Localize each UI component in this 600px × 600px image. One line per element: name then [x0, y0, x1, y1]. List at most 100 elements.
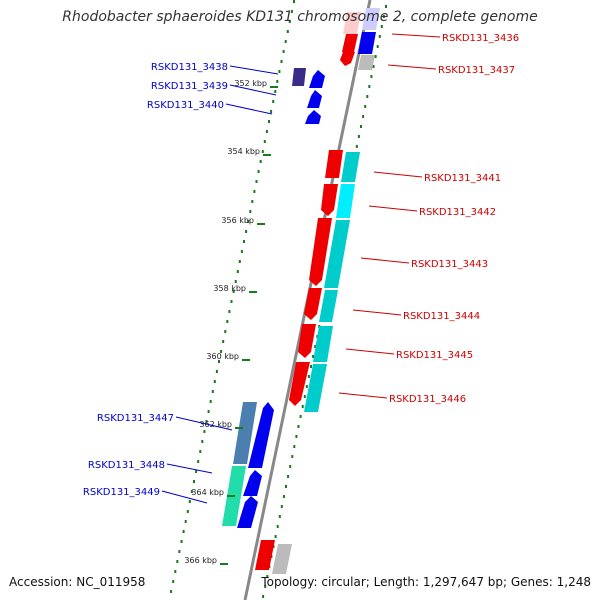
track-dot: [218, 360, 220, 363]
track-dot: [362, 115, 365, 118]
gene-3445-block: [313, 326, 333, 362]
track-dot: [203, 430, 206, 433]
right-gene-label: RSKD131_3437: [438, 65, 515, 76]
right-gene-label: RSKD131_3443: [411, 259, 488, 270]
right-gene-leader: [391, 33, 441, 38]
track-dot: [299, 415, 302, 418]
track-dot: [186, 510, 189, 513]
track-dot: [289, 465, 292, 468]
track-dot: [180, 540, 183, 543]
track-dot: [249, 210, 252, 213]
track-dot: [264, 585, 267, 588]
track-dot: [247, 220, 250, 223]
track-dot: [282, 50, 285, 53]
track-dot: [215, 370, 218, 373]
track-dot: [295, 435, 298, 438]
track-dot: [278, 70, 281, 73]
gene-3442-block: [336, 184, 355, 218]
gene-3445-arrow: [298, 324, 316, 358]
track-dot: [265, 130, 268, 133]
track-dot: [255, 180, 258, 183]
gene-3446-block: [304, 364, 327, 412]
track-dot: [303, 395, 306, 398]
gene-blue-top-block: [358, 32, 376, 54]
track-dot: [245, 230, 248, 233]
track-dot: [266, 575, 269, 578]
track-dot: [293, 445, 296, 448]
track-dot: [207, 410, 210, 413]
track-dot: [236, 270, 239, 273]
right-gene-label: RSKD131_3441: [424, 173, 501, 184]
right-gene-leader: [345, 348, 395, 355]
track-dot: [193, 480, 195, 483]
track-dot: [259, 160, 262, 163]
track-dot: [274, 90, 277, 93]
gene-3446-arrow: [289, 362, 310, 406]
gene-3444-block: [319, 290, 338, 322]
track-dot: [238, 260, 241, 263]
gene-block-faded-red: [343, 12, 361, 34]
track-dot: [284, 40, 287, 43]
left-gene-leader: [225, 103, 273, 115]
track-dot: [293, 0, 295, 3]
track-dot: [355, 145, 358, 148]
track-dot: [268, 120, 270, 123]
track-dot: [209, 400, 212, 403]
gene-3443-block: [324, 220, 350, 288]
left-gene-label: RSKD131_3448: [88, 460, 165, 471]
right-gene-labels: RSKD131_3436 RSKD131_3437 RSKD131_3441 RSKD…: [338, 33, 519, 405]
track-dot: [240, 250, 243, 253]
gene-3447-block: [233, 402, 257, 464]
right-gene-leader: [360, 257, 410, 264]
track-dot: [224, 330, 227, 333]
right-gene-label: RSKD131_3442: [419, 207, 496, 218]
track-dot: [270, 110, 273, 113]
track-dot: [276, 80, 279, 83]
kbp-tick-label: 362 kbp: [199, 420, 232, 429]
gene-bottom-red-block: [255, 540, 275, 570]
gene-block-faded-blue: [362, 8, 380, 30]
track-dot: [276, 525, 279, 528]
track-dot: [374, 55, 377, 58]
track-dot: [382, 15, 385, 18]
track-dot: [243, 240, 245, 243]
right-gene-label: RSKD131_3436: [442, 33, 519, 44]
right-gene-label: RSKD131_3446: [389, 394, 466, 405]
left-gene-labels: RSKD131_3438 RSKD131_3439 RSKD131_3440 RSKD…: [83, 62, 279, 504]
left-gene-leader: [166, 463, 213, 474]
track-dot: [280, 60, 283, 63]
gene-3447-arrow: [248, 402, 274, 468]
track-dot: [378, 35, 381, 38]
right-gene-leader: [387, 64, 437, 70]
gene-3438-block: [292, 68, 306, 86]
map-title: Rhodobacter sphaeroides KD131 chromosome…: [62, 9, 538, 25]
track-dot: [364, 105, 367, 108]
track-dot: [278, 515, 281, 518]
gene-blocks: [222, 8, 380, 574]
right-gene-label: RSKD131_3444: [403, 311, 480, 322]
right-gene-leader: [368, 205, 418, 212]
gene-3441-arrow: [325, 150, 343, 178]
track-dot: [195, 470, 198, 473]
gene-3436-arrow: [342, 34, 358, 52]
track-dot: [312, 355, 315, 358]
left-gene-leader: [175, 416, 233, 431]
track-dot: [226, 320, 229, 323]
track-dot: [197, 460, 200, 463]
track-dot: [307, 375, 310, 378]
right-gene-leader: [338, 392, 388, 399]
gene-3440-arrow: [305, 110, 321, 124]
gene-3438-arrow: [309, 70, 325, 88]
track-dot: [280, 505, 283, 508]
kbp-tick-label: 358 kbp: [213, 284, 246, 293]
left-gene-leader: [161, 490, 208, 504]
track-dot: [222, 340, 225, 343]
track-dot: [385, 5, 387, 8]
kbp-ticks: 352 kbp 354 kbp 356 kbp 358 kbp 360 kbp 362 k…: [184, 79, 278, 565]
track-dot: [301, 405, 304, 408]
track-dot: [182, 530, 185, 533]
kbp-tick-label: 352 kbp: [234, 79, 267, 88]
gene-3439-arrow: [307, 90, 322, 108]
track-dot: [297, 425, 300, 428]
